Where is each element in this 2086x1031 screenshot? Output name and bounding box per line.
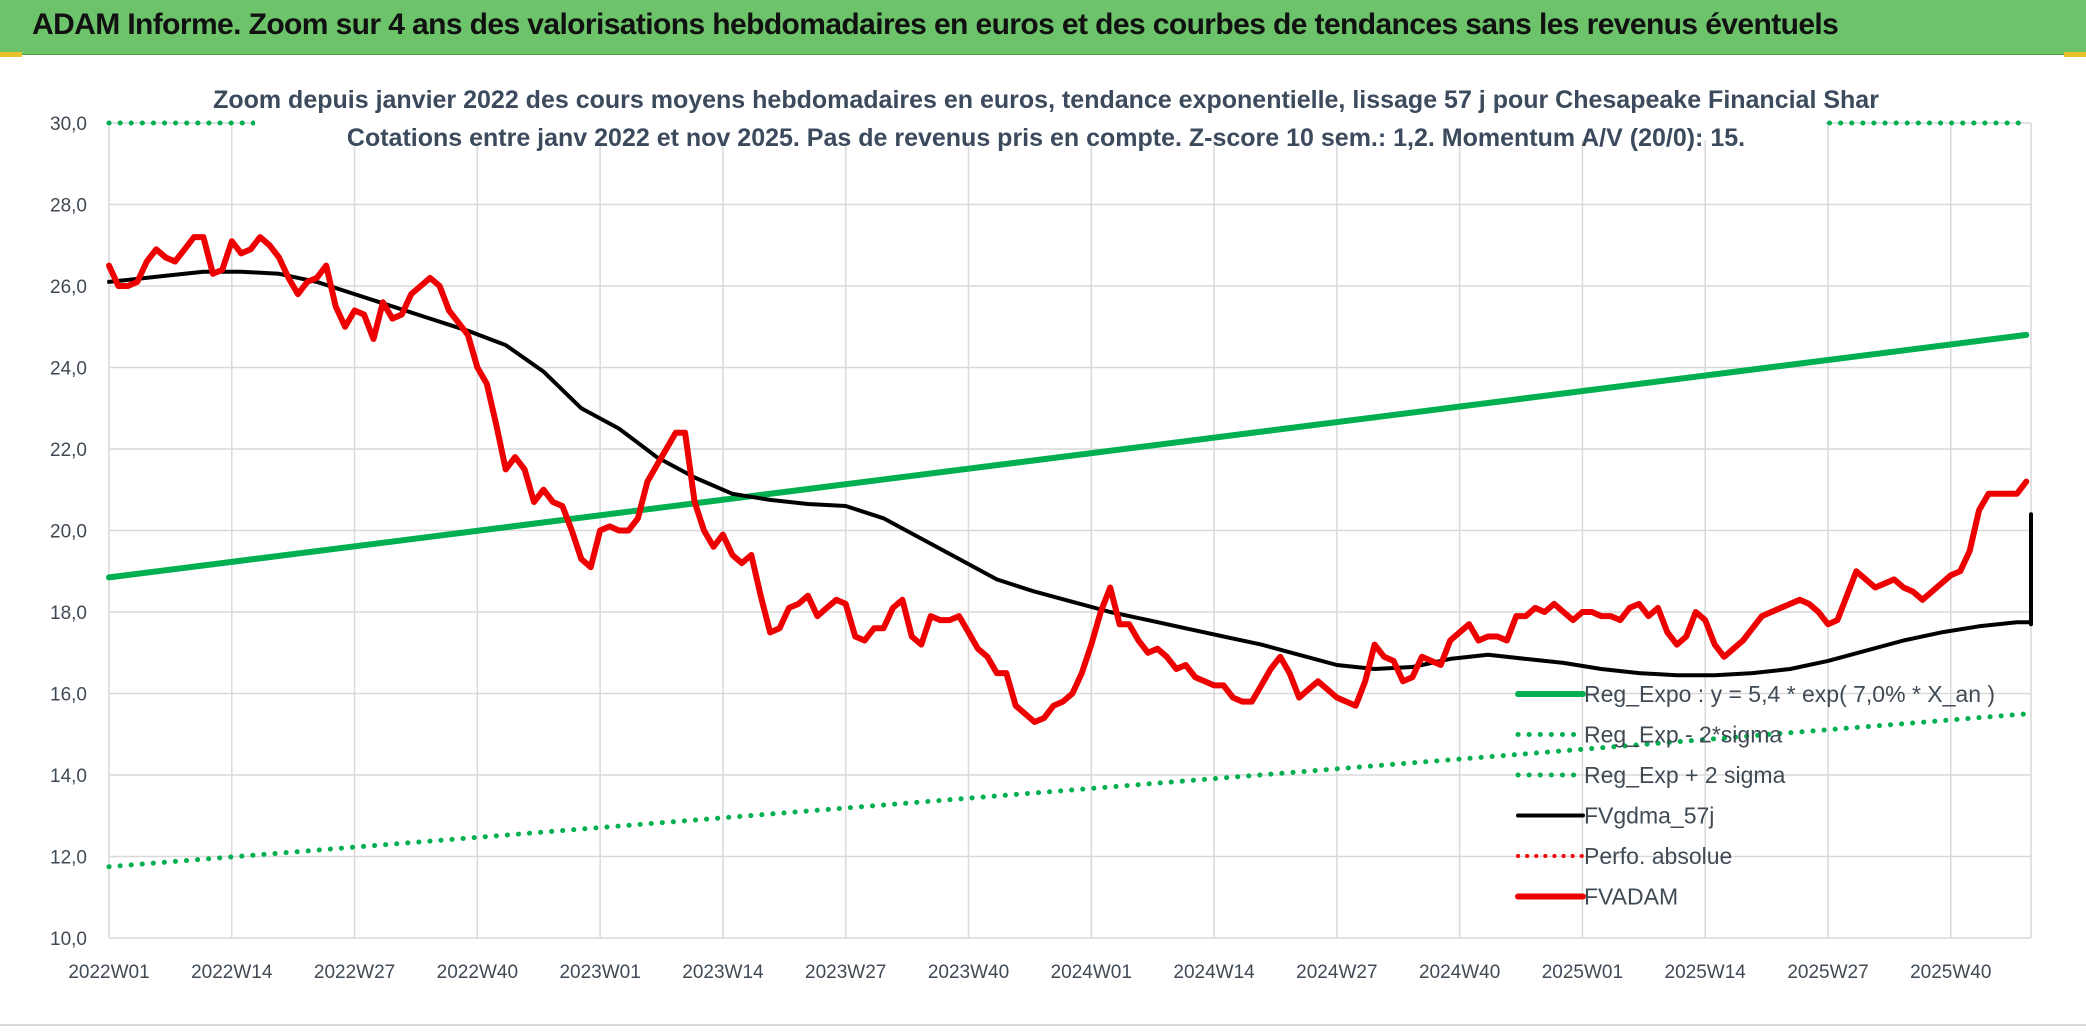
bottom-frame-line xyxy=(0,1024,2086,1026)
x-tick-label: 2023W27 xyxy=(805,962,886,983)
x-axis-ticks: 2022W01 2022W14 2022W27 2022W40 2023W01 2023W… xyxy=(68,962,1991,983)
y-tick-label: 20,0 xyxy=(50,522,87,543)
chart-title-line1: Zoom depuis janvier 2022 des cours moyen… xyxy=(213,86,1879,114)
accent-corner-right xyxy=(2064,52,2086,57)
y-tick-label: 26,0 xyxy=(50,277,87,298)
y-tick-label: 30,0 xyxy=(50,114,87,135)
x-tick-label: 2023W14 xyxy=(682,962,764,983)
legend: Reg_Expo : y = 5,4 * exp( 7,0% * X_an ) R… xyxy=(1515,681,1995,910)
legend-label: Perfo. absolue xyxy=(1584,843,1732,869)
series-line-reg-exp-2-sigma xyxy=(106,711,2029,870)
legend-label: Reg_Exp + 2 sigma xyxy=(1584,762,1786,788)
x-tick-label: 2025W01 xyxy=(1542,962,1623,983)
x-tick-label: 2022W27 xyxy=(314,962,395,983)
legend-label: Reg_Expo : y = 5,4 * exp( 7,0% * X_an ) xyxy=(1584,681,1995,707)
series-line-fvgdma-57j xyxy=(107,269,2033,678)
header-bar: ADAM Informe. Zoom sur 4 ans des valoris… xyxy=(0,0,2086,55)
y-tick-label: 28,0 xyxy=(50,196,87,217)
x-tick-label: 2025W27 xyxy=(1787,962,1868,983)
y-tick-label: 14,0 xyxy=(50,766,87,787)
series-line-fvadam xyxy=(106,234,2030,725)
y-tick-label: 18,0 xyxy=(50,603,87,624)
x-tick-label: 2024W14 xyxy=(1173,962,1255,983)
title-background xyxy=(255,60,1825,140)
chart-title-line2: Cotations entre janv 2022 et nov 2025. P… xyxy=(347,124,1745,152)
x-tick-label: 2024W01 xyxy=(1051,962,1132,983)
accent-corner-left xyxy=(0,52,22,57)
x-tick-label: 2023W01 xyxy=(559,962,640,983)
page-title: ADAM Informe. Zoom sur 4 ans des valoris… xyxy=(32,8,1839,41)
y-tick-label: 16,0 xyxy=(50,685,87,706)
y-tick-label: 24,0 xyxy=(50,359,87,380)
x-tick-label: 2025W40 xyxy=(1910,962,1991,983)
y-tick-label: 12,0 xyxy=(50,848,87,869)
price-chart: 10,0 12,0 14,0 16,0 18,0 20,0 22,0 24,0 26,0 28,0… xyxy=(50,60,2033,983)
x-tick-label: 2024W40 xyxy=(1419,962,1500,983)
legend-label: FVgdma_57j xyxy=(1584,803,1714,829)
y-axis-ticks: 10,0 12,0 14,0 16,0 18,0 20,0 22,0 24,0 26,0 28,0… xyxy=(50,114,87,950)
x-tick-label: 2025W14 xyxy=(1665,962,1747,983)
y-tick-label: 22,0 xyxy=(50,440,87,461)
x-tick-label: 2024W27 xyxy=(1296,962,1377,983)
x-tick-label: 2023W40 xyxy=(928,962,1009,983)
y-tick-label: 10,0 xyxy=(50,929,87,950)
legend-label: FVADAM xyxy=(1584,884,1678,910)
x-tick-label: 2022W14 xyxy=(191,962,273,983)
legend-label: Reg_Exp - 2*sigma xyxy=(1584,722,1782,748)
series-line-reg-expo-y-5-4-exp-7-0-x-an xyxy=(106,331,2030,581)
x-tick-label: 2022W40 xyxy=(437,962,518,983)
x-tick-label: 2022W01 xyxy=(68,962,149,983)
